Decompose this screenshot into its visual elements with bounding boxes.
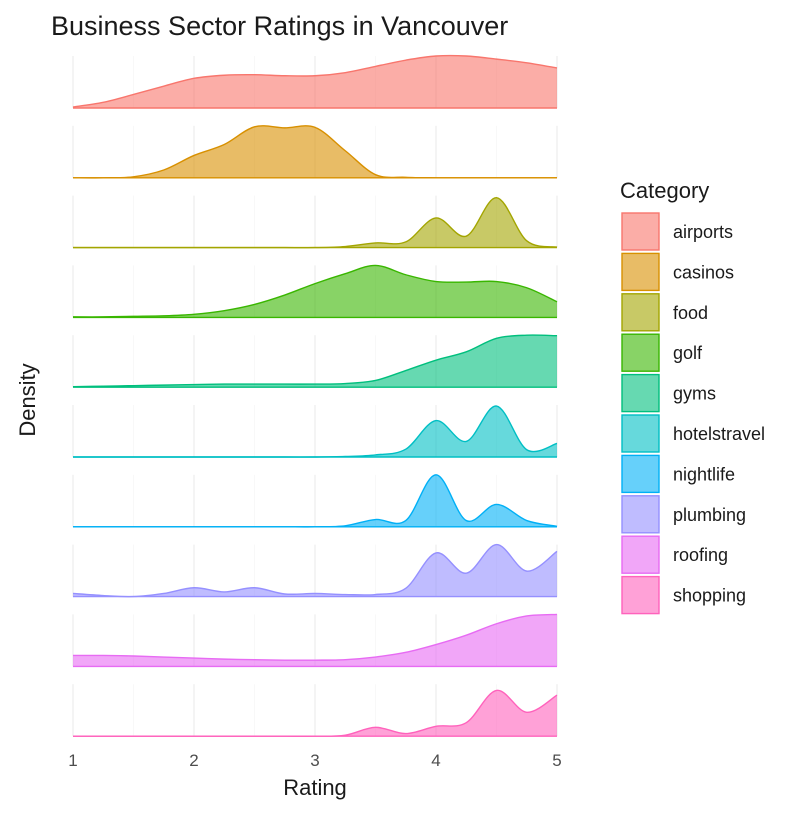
- legend-label-nightlife: nightlife: [673, 464, 735, 484]
- legend-item-gyms: gyms: [621, 373, 716, 413]
- facet-panel-airports: [72, 54, 558, 109]
- legend-key-golf: [621, 333, 660, 372]
- legend-item-plumbing: plumbing: [621, 495, 746, 534]
- density-area-nightlife: [73, 474, 557, 527]
- legend-label-roofing: roofing: [673, 545, 728, 565]
- facet-panel-roofing: [72, 613, 558, 668]
- legend-item-shopping: shopping: [621, 575, 746, 615]
- legend-label-casinos: casinos: [673, 262, 734, 282]
- legend-key-plumbing: [621, 495, 660, 534]
- legend-item-golf: golf: [621, 333, 703, 372]
- density-line-roofing: [72, 613, 558, 661]
- legend-item-airports: airports: [621, 212, 733, 251]
- legend-label-gyms: gyms: [673, 384, 716, 404]
- density-area-plumbing: [73, 544, 557, 597]
- legend-key-casinos: [621, 252, 660, 292]
- legend-key-airports: [621, 212, 660, 251]
- facet-panel-nightlife: [72, 474, 558, 528]
- legend-label-food: food: [673, 303, 708, 323]
- x-tick-label: 2: [189, 751, 198, 770]
- x-axis-title: Rating: [283, 775, 347, 800]
- density-line-airports: [72, 54, 558, 108]
- density-area-roofing: [73, 614, 557, 667]
- facet-panel-casinos: [72, 125, 558, 179]
- legend-label-airports: airports: [673, 222, 733, 242]
- x-tick-label: 5: [552, 751, 561, 770]
- x-tick-label: 1: [68, 751, 77, 770]
- legend-label-hotelstravel: hotelstravel: [673, 424, 765, 444]
- x-tick-label: 4: [431, 751, 440, 770]
- legend-item-nightlife: nightlife: [621, 454, 735, 494]
- chart-title: Business Sector Ratings in Vancouver: [51, 11, 508, 41]
- legend-label-plumbing: plumbing: [673, 505, 746, 525]
- facet-panel-plumbing: [72, 543, 558, 598]
- legend-item-roofing: roofing: [621, 535, 728, 574]
- facet-panel-hotelstravel: [72, 405, 558, 458]
- legend-label-golf: golf: [673, 343, 703, 363]
- x-axis-ticks: 1 2 3 4 5: [68, 751, 561, 770]
- legend-label-shopping: shopping: [673, 586, 746, 606]
- legend: Category airports casinos food golf gyms hote…: [620, 178, 765, 615]
- legend-key-food: [621, 293, 660, 332]
- legend-key-hotelstravel: [621, 414, 660, 453]
- density-line-gyms: [72, 334, 558, 388]
- density-area-hotelstravel: [73, 405, 557, 458]
- legend-key-shopping: [621, 575, 660, 615]
- legend-title: Category: [620, 178, 709, 203]
- density-area-casinos: [73, 125, 557, 178]
- x-tick-label: 3: [310, 751, 319, 770]
- facet-panel-gyms: [72, 334, 558, 388]
- legend-key-gyms: [621, 373, 660, 413]
- facet-panel-golf: [72, 264, 558, 319]
- facet-panel-food: [72, 195, 558, 249]
- density-area-golf: [73, 265, 557, 318]
- facet-panels: [72, 54, 558, 737]
- legend-item-food: food: [621, 293, 708, 332]
- legend-key-nightlife: [621, 454, 660, 494]
- legend-item-casinos: casinos: [621, 252, 734, 292]
- y-axis-title: Density: [15, 363, 40, 436]
- legend-item-hotelstravel: hotelstravel: [621, 414, 765, 453]
- density-line-golf: [72, 264, 558, 318]
- density-area-gyms: [73, 335, 557, 388]
- density-line-plumbing: [72, 543, 558, 598]
- density-area-airports: [73, 55, 557, 108]
- facet-panel-shopping: [72, 684, 558, 737]
- legend-key-roofing: [621, 535, 660, 574]
- density-area-food: [73, 197, 557, 248]
- density-area-shopping: [73, 690, 557, 737]
